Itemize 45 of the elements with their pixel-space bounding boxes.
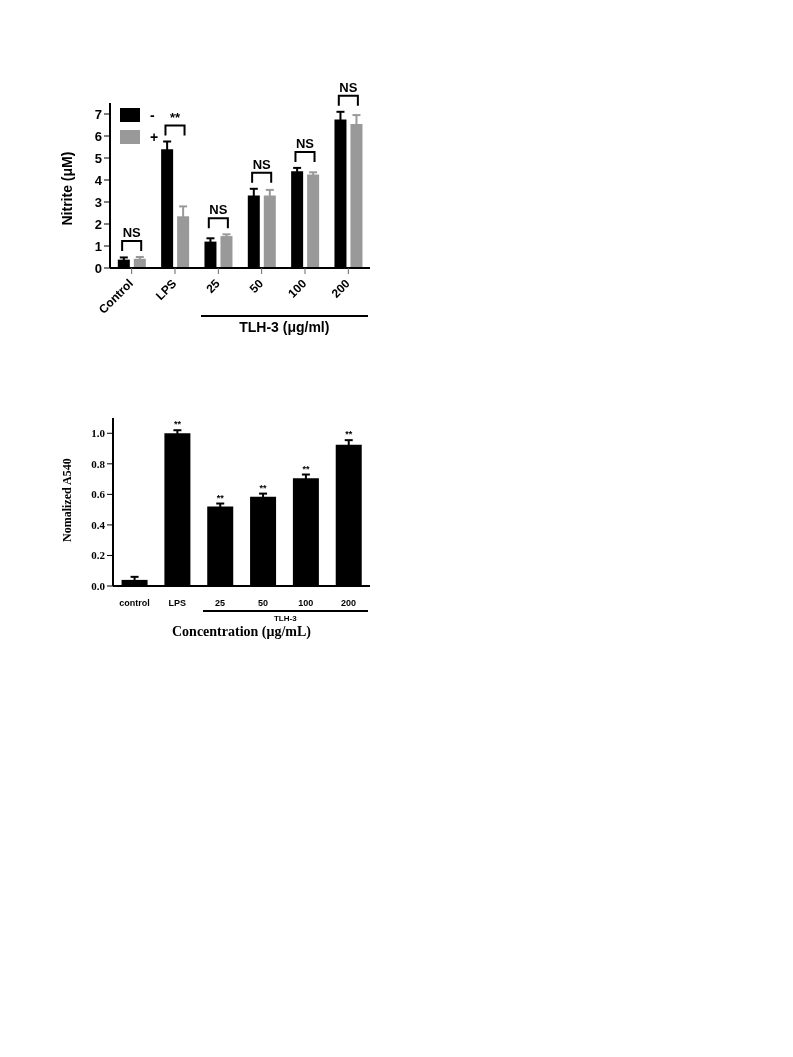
y-tick-label: 0.0: [91, 579, 106, 592]
y-tick-label: 0.2: [91, 549, 106, 562]
annotation: NS: [209, 202, 228, 218]
y-tick-label: 7: [94, 106, 102, 122]
x-tick-label: 200: [341, 598, 357, 608]
x-tick-label: 25: [203, 276, 223, 296]
y-tick-label: 0: [94, 260, 102, 276]
x-tick-label: 50: [257, 598, 268, 608]
bar: [220, 236, 233, 268]
y-tick-label: 1.0: [91, 427, 106, 440]
annotation: **: [169, 109, 181, 125]
x-tick-label: LPS: [152, 276, 180, 303]
annotation: NS: [122, 225, 142, 240]
data-label: **: [216, 492, 225, 503]
x-tick-label: 25: [215, 598, 226, 608]
data-label: **: [302, 463, 310, 474]
y-tick-label: 6: [94, 128, 102, 144]
legend-label: -: [150, 107, 155, 123]
x-tick-label: 200: [328, 276, 353, 301]
data-label: **: [259, 482, 268, 493]
annotation: NS: [295, 135, 315, 151]
x-axis-title: Concentration (μg/mL): [171, 624, 312, 640]
data-label: **: [345, 429, 353, 440]
y-tick-label: 0.8: [91, 457, 106, 470]
y-tick-label: 1: [94, 238, 102, 254]
y-tick-label: 2: [94, 216, 102, 232]
data-label: **: [173, 419, 182, 430]
x-axis-title: TLH-3 (μg/ml): [238, 319, 331, 335]
y-tick-label: 5: [94, 150, 102, 166]
y-axis-title: Nitrite (μM): [58, 151, 75, 226]
y-tick-label: 0.6: [91, 488, 106, 501]
x-tick-label: control: [119, 598, 150, 608]
text: TLH-3: [273, 614, 298, 623]
bar: [307, 174, 320, 268]
y-tick-label: 4: [94, 172, 103, 188]
legend-label: +: [150, 129, 159, 145]
x-tick-label: LPS: [168, 598, 187, 608]
text: NS: [339, 79, 358, 95]
x-tick-label: 100: [285, 276, 310, 301]
y-tick-label: 3: [94, 194, 102, 210]
y-axis-title: Nomalized A540: [60, 458, 75, 542]
x-tick-label: 100: [298, 598, 314, 608]
y-tick-label: 0.4: [91, 518, 106, 531]
x-tick-label: 50: [246, 276, 267, 296]
annotation: NS: [252, 156, 272, 172]
